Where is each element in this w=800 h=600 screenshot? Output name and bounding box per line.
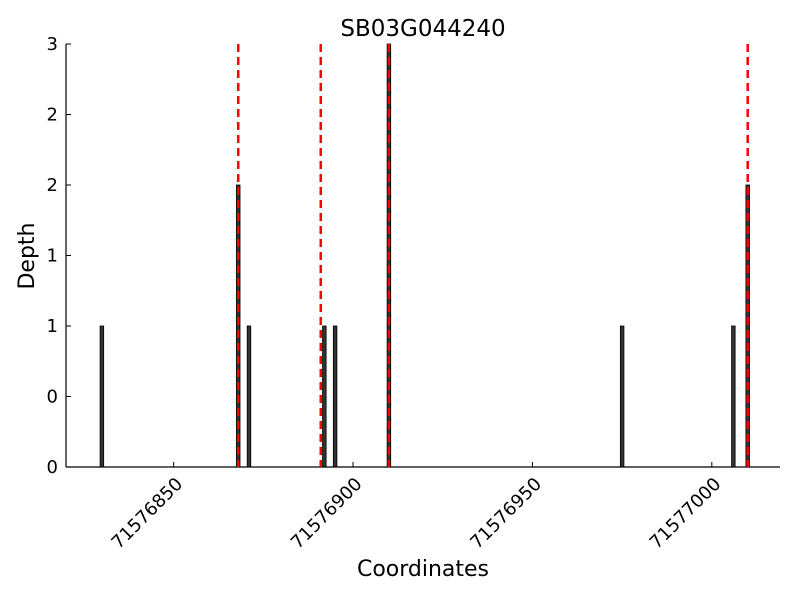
bar xyxy=(246,325,252,468)
bar xyxy=(99,325,105,468)
y-tick-label: 0 xyxy=(47,387,58,408)
y-tick-label: 2 xyxy=(47,105,58,126)
x-axis-label: Coordinates xyxy=(357,557,489,582)
y-tick-label: 2 xyxy=(47,175,58,196)
y-axis-label: Depth xyxy=(15,222,40,289)
x-tick-label: 71577000 xyxy=(646,474,726,554)
bar xyxy=(332,325,338,468)
x-tick-label: 71576850 xyxy=(108,474,188,554)
y-tick-label: 1 xyxy=(47,316,58,337)
x-tick-label: 71576950 xyxy=(466,474,546,554)
y-tick-label: 3 xyxy=(47,34,58,55)
chart-title: SB03G044240 xyxy=(340,16,505,42)
y-tick-label: 0 xyxy=(47,457,58,478)
bar xyxy=(619,325,625,468)
y-tick-label: 1 xyxy=(47,246,58,267)
x-tick-label: 71576900 xyxy=(287,474,367,554)
bar xyxy=(731,325,736,468)
bar xyxy=(322,325,327,468)
